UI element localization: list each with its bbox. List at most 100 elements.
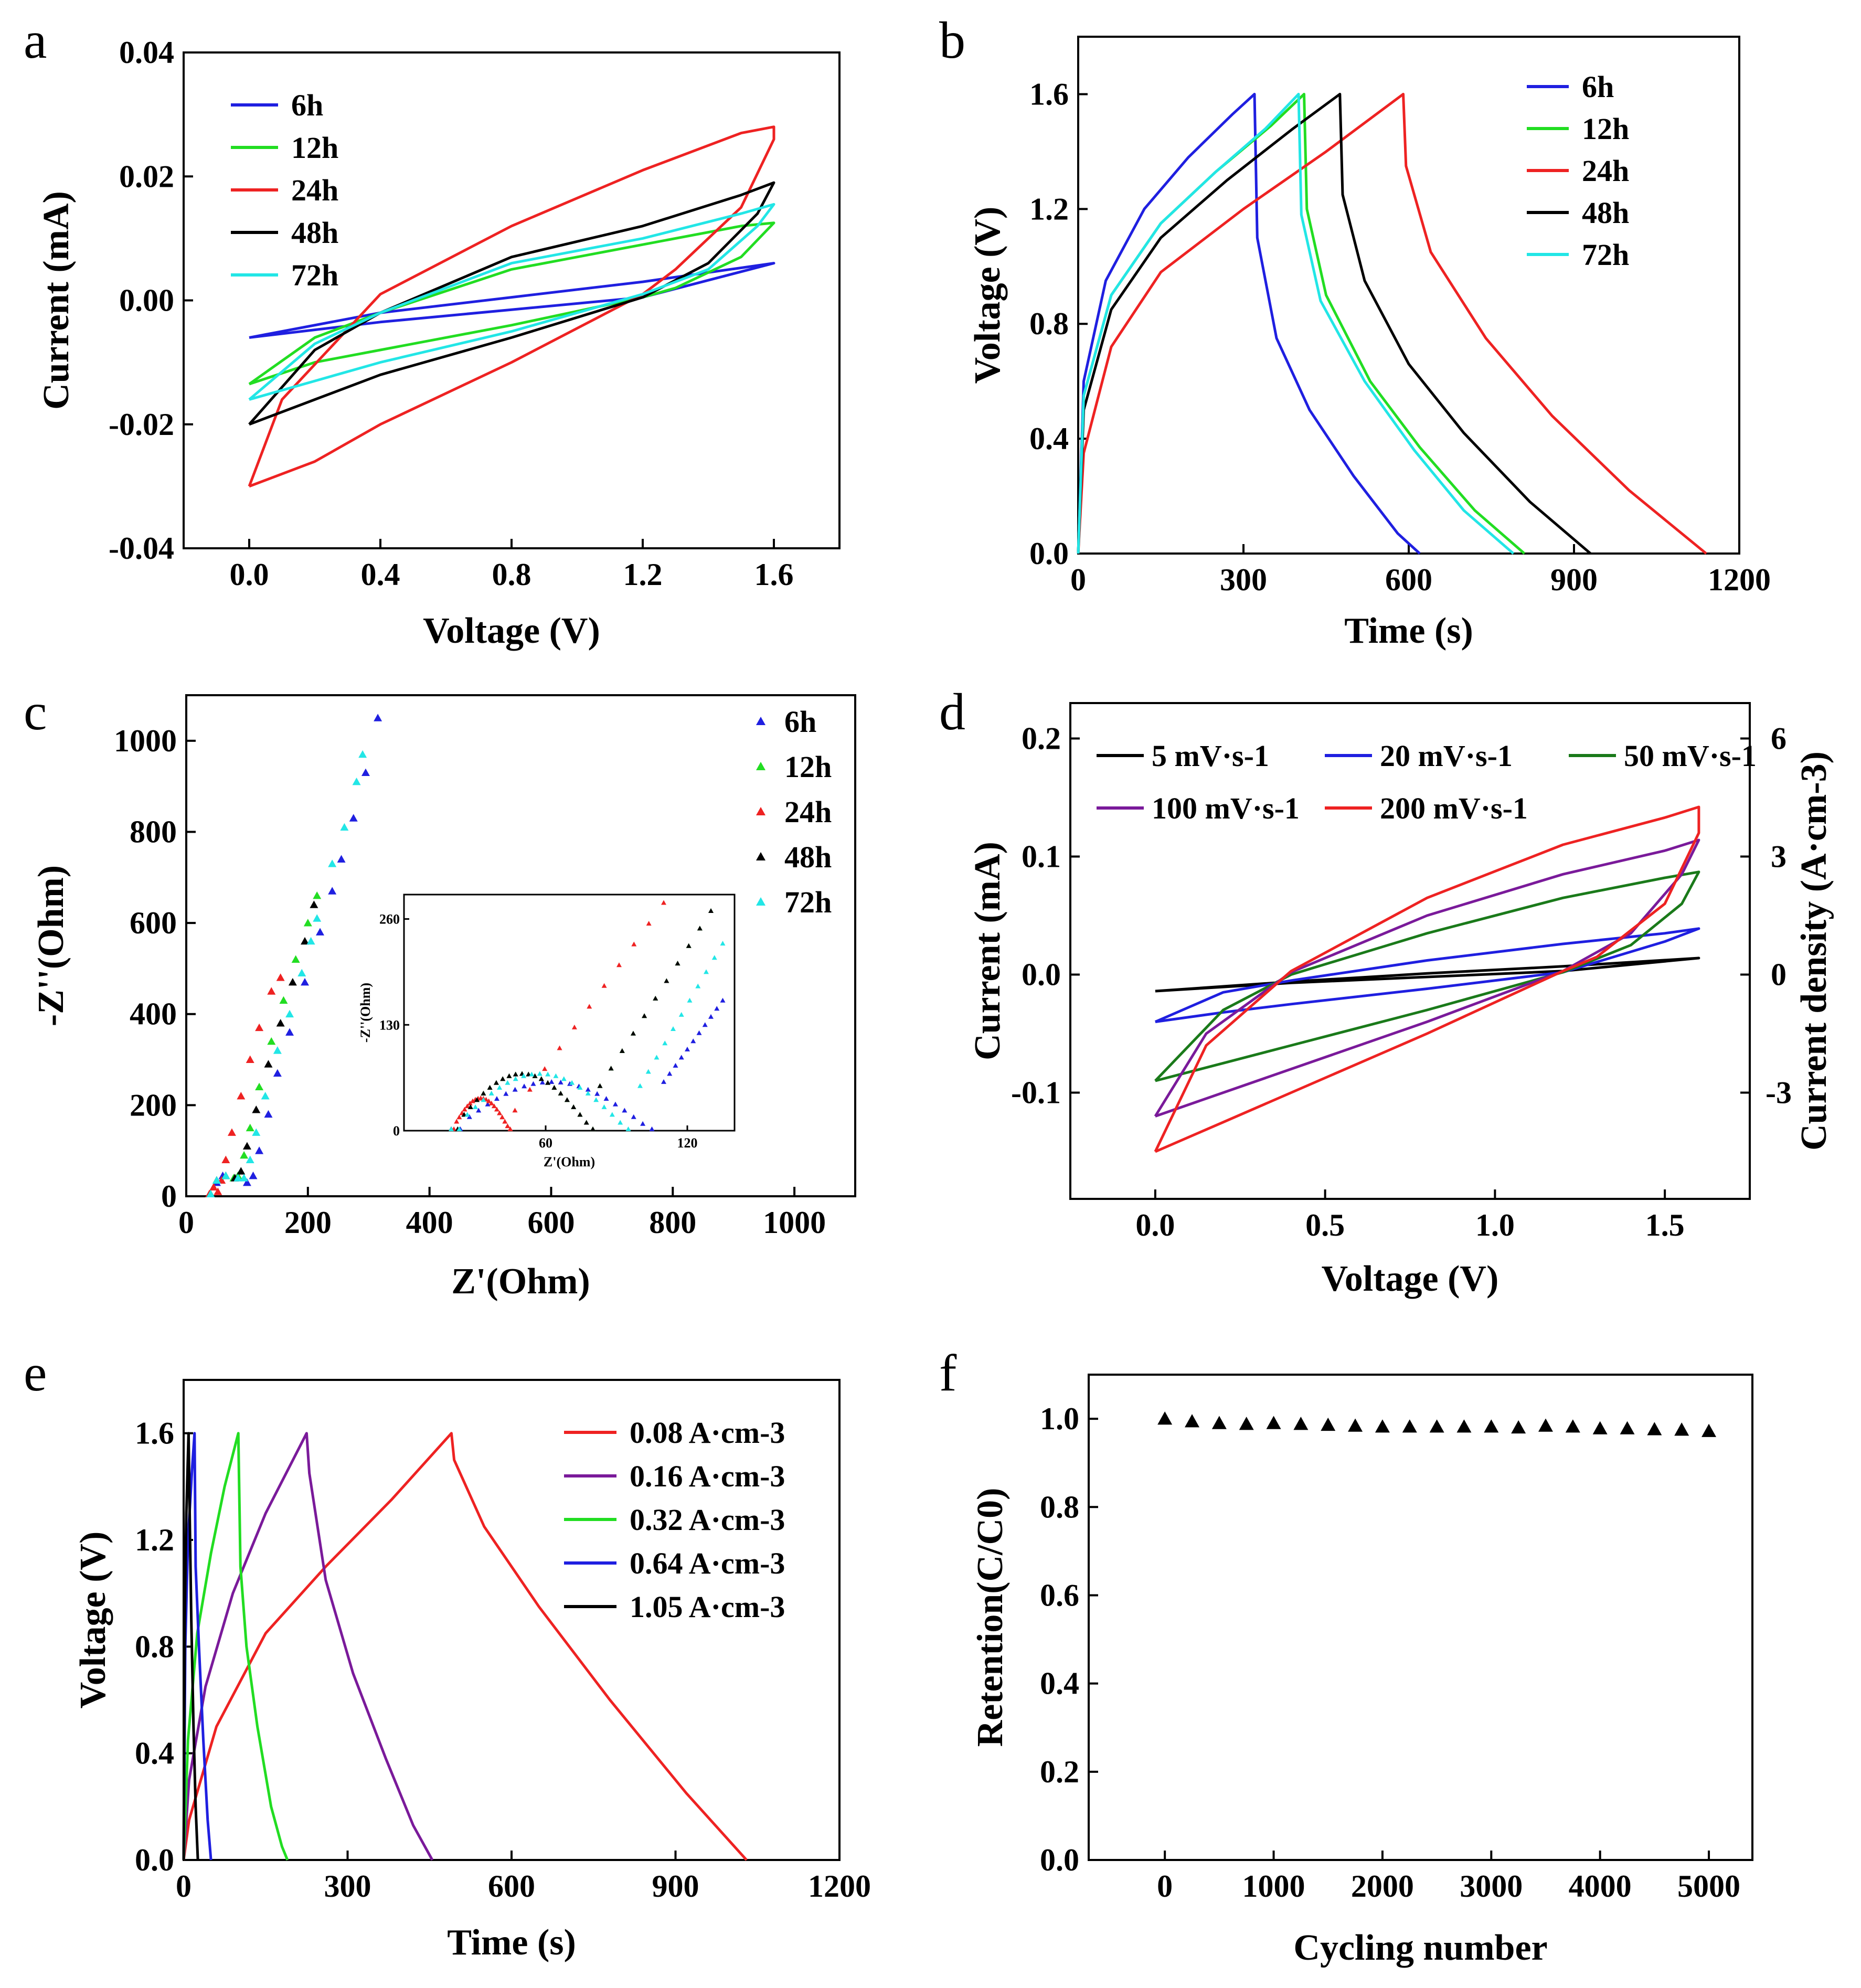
inset-point [653,995,658,1001]
data-point [255,1082,264,1091]
y-tick-label: 600 [130,906,177,940]
data-point [291,955,300,963]
legend-label: 50 mV·s-1 [1624,739,1757,773]
y-axis-label: Current (mA) [36,191,77,410]
panel-f: f 0 1000 2000 3000 4000 5000 0.0 0.2 0.4 0.6 0.8 1.0… [939,1344,1753,1968]
inset-point [664,978,669,983]
inset-point [720,997,726,1003]
legend-marker [756,852,765,860]
x-tick-label: 0 [1070,562,1086,597]
x-tick-label: 0 [178,1205,194,1240]
legend-marker [756,762,765,770]
data-point [264,1060,273,1068]
inset-point [481,1090,486,1096]
data-point [221,1171,230,1179]
data-point [273,1069,282,1077]
inset-point [473,1104,478,1109]
data-point [1674,1422,1689,1436]
data-point [349,814,358,822]
data-point [1185,1414,1200,1428]
inset-point [696,1030,702,1035]
inset-point [512,1087,518,1092]
y-tick-label: 1.6 [135,1416,174,1451]
data-point [374,714,382,721]
data-point [301,977,310,986]
y-tick-label: 0.8 [135,1629,174,1664]
inset-point [481,1097,486,1102]
inset-point [467,1104,473,1109]
series-line [248,203,775,401]
legend-label: 24h [291,173,338,207]
legend-marker [756,897,765,906]
inset-point [671,1026,676,1032]
series-line [1077,92,1515,555]
data-point [1538,1418,1553,1432]
inset-point [673,1062,678,1068]
inset-point [506,1073,512,1078]
y-axis-label: -Z''(Ohm) [31,865,71,1026]
series-line [1154,870,1700,1082]
y-axis-label: Retention(C/C0) [970,1488,1011,1747]
y-tick-label: 1.6 [1029,77,1069,111]
legend-label: 12h [1582,112,1629,146]
inset-point [603,1096,609,1101]
series-line [1154,838,1700,1118]
inset-point [503,1091,509,1096]
plot-frame [185,694,856,1197]
inset-point [462,1107,467,1112]
data-point [227,1128,236,1136]
y-tick-label: 200 [130,1088,177,1122]
legend-label: 20 mV·s-1 [1380,739,1513,773]
data-point [1321,1417,1336,1431]
panel-label: e [24,1344,47,1402]
inset-point [585,1090,591,1096]
data-point [1402,1419,1417,1433]
data-point [249,1171,258,1179]
y2-tick-label: 3 [1771,839,1786,874]
inset-x-tick-label: 60 [539,1135,552,1151]
inset-point [456,1114,462,1120]
data-point [1375,1419,1390,1433]
x-axis-label: Time (s) [1344,611,1473,651]
inset-point [512,1108,518,1113]
legend-label: 48h [784,840,832,874]
inset-point [564,1097,570,1102]
inset-point [714,1006,720,1011]
x-tick-label: 0 [1157,1869,1173,1904]
inset-point [500,1076,506,1081]
inset-point [642,1013,647,1018]
panel-e: e 0 300 600 900 1200 0.0 0.4 0.8 1.2 1.6 Time (s) Vo… [24,1344,871,1963]
y-tick-label: 0.4 [1040,1666,1079,1701]
legend-label: 12h [784,750,832,784]
legend-label: 0.08 A·cm-3 [630,1416,785,1450]
inset-point [488,1090,494,1096]
data-point [313,891,322,899]
series-line [248,125,775,488]
inset-point [608,1066,614,1071]
x-tick-label: 300 [324,1869,371,1904]
inset-point [486,1098,492,1103]
inset-point [601,1104,607,1109]
inset-point [702,1022,708,1027]
legend-label: 0.64 A·cm-3 [630,1546,785,1580]
inset-y-tick-label: 260 [379,912,400,927]
legend-label: 48h [1582,196,1629,230]
inset-point [558,1079,563,1085]
series-line [1077,92,1707,555]
data-point [358,750,367,758]
x-tick-label: 1.6 [754,557,794,592]
x-axis-label: Cycling number [1293,1928,1547,1968]
x-tick-label: 5000 [1677,1869,1740,1904]
inset-point [494,1107,499,1112]
x-tick-label: 1.0 [1475,1208,1515,1242]
inset-point [557,1045,562,1050]
inset-point [521,1073,527,1078]
series-line [249,262,775,339]
inset-point [711,955,717,960]
inset-point [491,1103,497,1109]
inset-point [583,1120,589,1125]
inset-point [467,1100,473,1105]
y-tick-label: 800 [130,814,177,849]
legend-label: 48h [291,216,338,250]
data-point [1565,1419,1580,1433]
